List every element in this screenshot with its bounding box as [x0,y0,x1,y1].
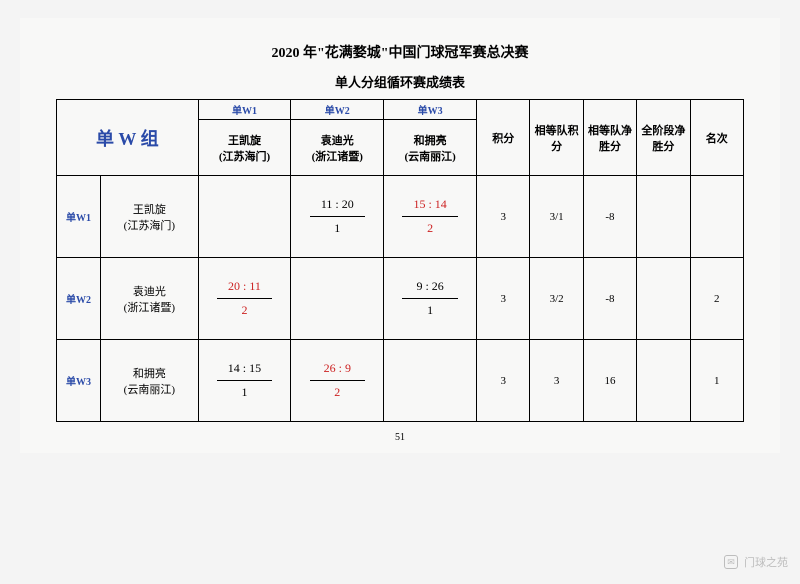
player-name: 王凯旋 [201,132,289,148]
col-code: 单W1 [198,100,291,120]
group-label-cell: 单 W 组 [57,100,199,176]
row-player: 袁迪光 (浙江诸暨) [101,258,198,340]
stat-cell [637,340,690,422]
stat-cell: 2 [690,258,743,340]
col-code: 单W2 [291,100,384,120]
watermark-text: 门球之苑 [744,554,788,570]
divider-line [310,216,365,217]
player-name: 和拥亮 [103,365,195,381]
stat-header: 相等队净胜分 [583,100,636,176]
stat-cell: -8 [583,176,636,258]
watermark: ✉ 门球之苑 [724,554,788,570]
divider-line [310,380,365,381]
match-score: 9 : 26 [388,279,472,294]
row-code: 单W2 [57,258,101,340]
stat-cell: 16 [583,340,636,422]
match-cell: 15 : 14 2 [384,176,477,258]
player-name: 袁迪光 [293,132,381,148]
player-name: 和拥亮 [386,132,474,148]
match-sub: 2 [295,385,379,400]
match-sub: 1 [388,303,472,318]
match-score: 26 : 9 [295,361,379,376]
stat-header: 全阶段净胜分 [637,100,690,176]
player-club: (浙江诸暨) [103,299,195,315]
divider-line [217,380,272,381]
stat-cell [637,176,690,258]
player-name: 袁迪光 [103,283,195,299]
match-score: 11 : 20 [295,197,379,212]
match-sub: 1 [295,221,379,236]
diagonal-cell [198,176,291,258]
col-code: 单W3 [384,100,477,120]
row-player: 和拥亮 (云南丽江) [101,340,198,422]
col-player: 王凯旋 (江苏海门) [198,120,291,176]
document-page: 2020 年"花满婺城"中国门球冠军赛总决赛 单人分组循环赛成绩表 单 W 组 … [20,18,780,453]
page-number: 51 [56,432,744,443]
stat-cell: 3 [477,340,530,422]
match-score: 15 : 14 [388,197,472,212]
stat-cell: 3/1 [530,176,583,258]
player-club: (云南丽江) [103,381,195,397]
player-club: (云南丽江) [386,148,474,164]
stat-header: 名次 [690,100,743,176]
diagonal-cell [291,258,384,340]
col-player: 袁迪光 (浙江诸暨) [291,120,384,176]
row-code: 单W1 [57,176,101,258]
page-title: 2020 年"花满婺城"中国门球冠军赛总决赛 [56,42,744,62]
divider-line [402,216,457,217]
match-cell: 14 : 15 1 [198,340,291,422]
table-row: 单W3 和拥亮 (云南丽江) 14 : 15 1 26 : 9 2 3 3 16… [57,340,744,422]
col-player: 和拥亮 (云南丽江) [384,120,477,176]
match-sub: 1 [203,385,287,400]
match-cell: 11 : 20 1 [291,176,384,258]
match-cell: 9 : 26 1 [384,258,477,340]
header-row-codes: 单 W 组 单W1 单W2 单W3 积分 相等队积 分 相等队净胜分 全阶段净胜… [57,100,744,120]
player-club: (浙江诸暨) [293,148,381,164]
match-score: 14 : 15 [203,361,287,376]
table-row: 单W2 袁迪光 (浙江诸暨) 20 : 11 2 9 : 26 1 3 3/2 … [57,258,744,340]
match-sub: 2 [388,221,472,236]
page-subtitle: 单人分组循环赛成绩表 [56,72,744,91]
stat-cell [637,258,690,340]
stat-cell: 1 [690,340,743,422]
stat-cell: 3 [530,340,583,422]
diagonal-cell [384,340,477,422]
row-code: 单W3 [57,340,101,422]
stat-header: 相等队积 分 [530,100,583,176]
row-player: 王凯旋 (江苏海门) [101,176,198,258]
match-sub: 2 [203,303,287,318]
player-club: (江苏海门) [201,148,289,164]
wechat-icon: ✉ [724,555,738,569]
match-cell: 20 : 11 2 [198,258,291,340]
stat-cell: -8 [583,258,636,340]
stat-cell: 3 [477,176,530,258]
player-club: (江苏海门) [103,217,195,233]
stat-cell: 3/2 [530,258,583,340]
stat-header: 积分 [477,100,530,176]
results-table: 单 W 组 单W1 单W2 单W3 积分 相等队积 分 相等队净胜分 全阶段净胜… [56,99,744,422]
stat-cell [690,176,743,258]
match-cell: 26 : 9 2 [291,340,384,422]
divider-line [217,298,272,299]
table-row: 单W1 王凯旋 (江苏海门) 11 : 20 1 15 : 14 2 3 3/1… [57,176,744,258]
player-name: 王凯旋 [103,201,195,217]
match-score: 20 : 11 [203,279,287,294]
divider-line [402,298,457,299]
stat-cell: 3 [477,258,530,340]
